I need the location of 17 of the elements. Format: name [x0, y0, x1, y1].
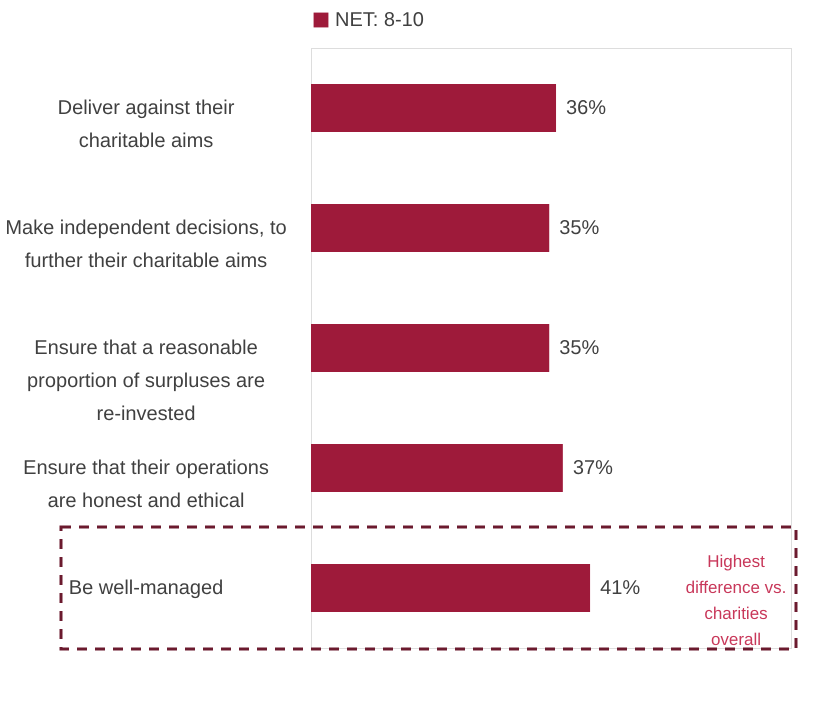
bar [311, 564, 590, 612]
text: Highest difference vs. charities overall [686, 552, 786, 649]
legend-label: NET: 8-10 [335, 9, 424, 31]
y-tick-label: Be well-managed [68, 577, 224, 599]
y-tick-label: Ensure that a reasonable proportion of surpluses are re-invested [27, 337, 265, 425]
data-label: 35% [559, 217, 600, 239]
data-label: 36% [566, 97, 606, 119]
y-tick-label: Make independent decisions, to further their charitable aims [5, 217, 287, 272]
y-tick-label: Ensure that their operations are honest and ethical [23, 457, 269, 512]
data-label: 41% [600, 577, 640, 599]
bar [311, 324, 550, 372]
bar [311, 444, 563, 492]
bar [311, 204, 550, 252]
data-label: 37% [572, 457, 614, 479]
data-label: 35% [559, 337, 600, 359]
bar [311, 84, 556, 132]
y-tick-label: Deliver against their charitable aims [58, 97, 235, 152]
